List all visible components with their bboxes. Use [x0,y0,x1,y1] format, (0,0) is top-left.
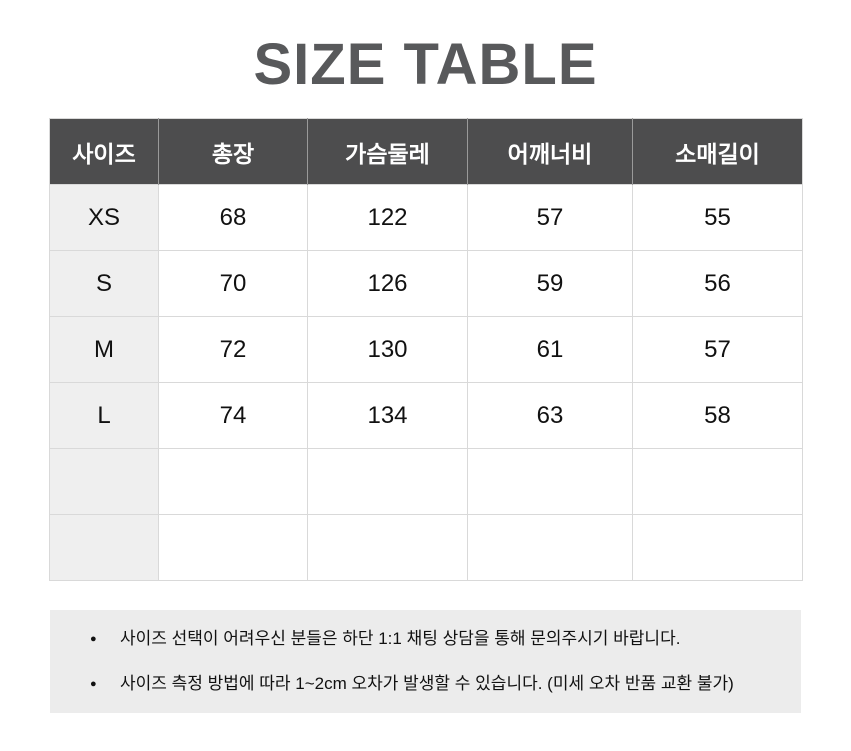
size-label: XS [49,184,159,251]
size-table-header: 사이즈 총장 가슴둘레 어깨너비 소매길이 [49,118,803,185]
bullet-icon: ● [90,633,97,645]
table-cell: 122 [307,184,468,251]
page-title: SIZE TABLE [253,32,598,97]
table-row-l: L 74 134 63 58 [49,382,803,449]
table-cell [158,514,308,581]
table-cell: 126 [307,250,468,317]
table-row-empty [49,514,803,581]
table-cell: 74 [158,382,308,449]
header-shoulder: 어깨너비 [467,118,633,185]
size-label: S [49,250,159,317]
size-table-body: XS 68 122 57 55 S 70 126 59 56 M 72 130 … [49,184,803,581]
table-cell: 70 [158,250,308,317]
table-cell [467,448,633,515]
table-cell [467,514,633,581]
table-cell: 55 [632,184,803,251]
table-cell [307,514,468,581]
table-row-xs: XS 68 122 57 55 [49,184,803,251]
table-cell: 56 [632,250,803,317]
table-cell: 72 [158,316,308,383]
bullet-icon: ● [90,678,97,690]
table-cell: 57 [632,316,803,383]
table-cell: 68 [158,184,308,251]
table-cell: 59 [467,250,633,317]
table-cell: 58 [632,382,803,449]
note-text: 사이즈 측정 방법에 따라 1~2cm 오차가 발생할 수 있습니다. (미세 … [120,674,734,693]
table-row-m: M 72 130 61 57 [49,316,803,383]
size-label [49,514,159,581]
header-size: 사이즈 [49,118,159,185]
table-row-empty [49,448,803,515]
table-cell [158,448,308,515]
table-cell [632,448,803,515]
table-cell: 57 [467,184,633,251]
header-sleeve: 소매길이 [632,118,803,185]
table-cell: 61 [467,316,633,383]
header-row: 사이즈 총장 가슴둘레 어깨너비 소매길이 [49,118,803,185]
size-table: 사이즈 총장 가슴둘레 어깨너비 소매길이 XS 68 122 57 55 S … [49,118,803,581]
table-cell: 63 [467,382,633,449]
size-label [49,448,159,515]
size-label: M [49,316,159,383]
note-item: ● 사이즈 선택이 어려우신 분들은 하단 1:1 채팅 상담을 통해 문의주시… [90,626,771,652]
table-cell [307,448,468,515]
table-row-s: S 70 126 59 56 [49,250,803,317]
header-total-length: 총장 [158,118,308,185]
size-label: L [49,382,159,449]
notes-box: ● 사이즈 선택이 어려우신 분들은 하단 1:1 채팅 상담을 통해 문의주시… [50,610,801,713]
table-cell [632,514,803,581]
table-cell: 130 [307,316,468,383]
header-chest: 가슴둘레 [307,118,468,185]
note-text: 사이즈 선택이 어려우신 분들은 하단 1:1 채팅 상담을 통해 문의주시기 … [120,629,681,648]
table-cell: 134 [307,382,468,449]
note-item: ● 사이즈 측정 방법에 따라 1~2cm 오차가 발생할 수 있습니다. (미… [90,671,771,697]
